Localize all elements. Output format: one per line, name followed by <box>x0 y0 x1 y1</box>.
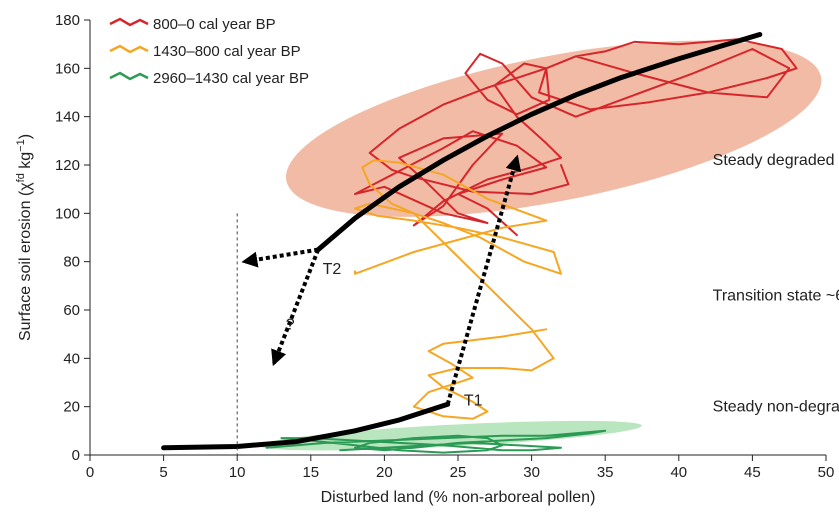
annotation-t2: T2 <box>323 261 342 278</box>
x-tick-label: 20 <box>376 464 393 481</box>
x-tick-label: 25 <box>450 464 467 481</box>
series-line-2 <box>265 429 607 454</box>
x-tick-label: 40 <box>670 464 687 481</box>
trajectory-layer <box>161 32 763 455</box>
series-layer <box>265 38 798 454</box>
y-tick-label: 20 <box>63 399 80 416</box>
legend-label-1: 1430–800 cal year BP <box>153 43 301 60</box>
x-tick-label: 50 <box>818 464 835 481</box>
annotation-steady-non-degraded: Steady non-degraded state <box>713 399 839 416</box>
legend-label-2: 2960–1430 cal year BP <box>153 70 309 87</box>
trajectory-upper <box>315 32 763 253</box>
y-axis-title-close: ) <box>17 134 34 139</box>
trajectory-arrow-2 <box>241 247 319 268</box>
x-tick-label: 45 <box>744 464 761 481</box>
annotation-steady-degraded: Steady degraded state <box>713 152 839 169</box>
legend-swatch-1 <box>109 44 149 54</box>
y-tick-label: 180 <box>55 12 80 29</box>
y-tick-label: 120 <box>55 157 80 174</box>
y-tick-label: 100 <box>55 205 80 222</box>
trajectory-lower <box>161 401 451 451</box>
x-ticks: 0 5 10 15 20 25 30 35 40 45 50 <box>86 455 835 481</box>
y-axis-title-unit: kg <box>17 152 34 173</box>
y-axis-title: Surface soil erosion (χfd kg−1) <box>15 134 34 341</box>
x-axis-title: Disturbed land (% non-arboreal pollen) <box>321 489 596 506</box>
annotation-t1: T1 <box>464 392 483 409</box>
legend-label-0: 800–0 cal year BP <box>153 16 276 33</box>
y-tick-label: 0 <box>72 447 80 464</box>
x-tick-label: 10 <box>229 464 246 481</box>
annotation-question: ? <box>286 316 295 333</box>
trajectory-arrow-1 <box>271 248 321 367</box>
y-axis-title-exp: −1 <box>15 139 27 152</box>
x-tick-label: 5 <box>159 464 167 481</box>
annotations: Steady degraded state Transition state ~… <box>286 152 839 416</box>
trajectory-arrow-0 <box>445 154 522 405</box>
legend-swatch-0 <box>109 17 149 27</box>
x-tick-label: 15 <box>302 464 319 481</box>
legend: 800–0 cal year BP 1430–800 cal year BP 296… <box>109 16 309 87</box>
x-tick-label: 35 <box>597 464 614 481</box>
annotation-transition: Transition state ~600 year <box>713 287 839 304</box>
y-axis-title-main: Surface soil erosion (χ <box>17 182 34 341</box>
legend-swatch-2 <box>109 71 149 81</box>
y-tick-label: 160 <box>55 60 80 77</box>
y-tick-label: 80 <box>63 254 80 271</box>
y-ticks: 0 20 40 60 80 100 120 140 160 180 <box>55 12 90 464</box>
axes: 0 5 10 15 20 25 30 35 40 45 50 0 20 40 60 80 100 120 140 1… <box>55 12 834 481</box>
y-tick-label: 60 <box>63 302 80 319</box>
x-tick-label: 0 <box>86 464 94 481</box>
series-line-0 <box>354 38 798 237</box>
y-axis-title-sup: fd <box>15 173 27 182</box>
y-tick-label: 140 <box>55 109 80 126</box>
y-tick-label: 40 <box>63 350 80 367</box>
series-line-1 <box>354 159 562 420</box>
x-tick-label: 30 <box>523 464 540 481</box>
